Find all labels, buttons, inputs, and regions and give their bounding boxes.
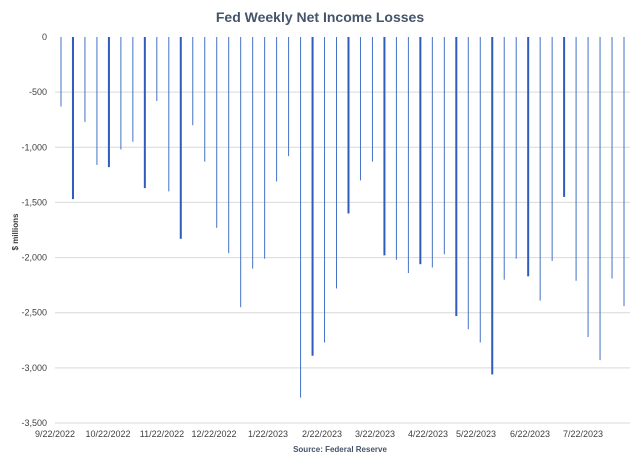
bar [467,37,469,330]
bar [252,37,254,269]
bar [120,37,122,150]
bar [383,37,386,256]
y-tick-label: -3,500 [21,418,47,428]
bar [599,37,601,361]
y-tick-label: -500 [29,87,47,97]
x-tick-label: 5/22/2023 [456,429,496,439]
x-tick-label: 7/22/2023 [563,429,603,439]
bar [359,37,361,181]
bar [371,37,373,162]
bars [60,37,625,398]
x-tick-label: 4/22/2023 [408,429,448,439]
x-tick-label: 1/22/2023 [248,429,288,439]
bar [300,37,302,398]
x-tick-label: 12/22/2022 [191,429,236,439]
bar [204,37,206,162]
bar [240,37,242,308]
bar [443,37,445,255]
bar [539,37,541,301]
bar [168,37,170,192]
bar [179,37,182,239]
bar [551,37,553,261]
bar [107,37,110,168]
bar [216,37,218,228]
bar [132,37,134,142]
bar [587,37,589,337]
bar [143,37,146,189]
y-axis-ticks: 0 -500 -1,000 -1,500 -2,000 -2,500 -3,000 -3,50… [21,32,47,428]
y-tick-label: -1,000 [21,142,47,152]
bar [96,37,98,165]
bar [515,37,517,259]
x-tick-label: 6/22/2023 [510,429,550,439]
bar [479,37,481,343]
bar [575,37,577,281]
bar [623,37,625,307]
x-tick-label: 2/22/2023 [302,429,342,439]
bar [288,37,290,157]
bar [503,37,505,280]
bar [491,37,494,375]
bar [71,37,74,200]
bar [431,37,433,268]
bar [276,37,278,182]
bar [264,37,266,259]
bar [228,37,230,254]
x-tick-label: 10/22/2022 [85,429,130,439]
bar [611,37,613,279]
bar [84,37,86,122]
y-tick-label: -2,000 [21,253,47,263]
bar [395,37,397,260]
bar [527,37,530,277]
x-tick-label: 9/22/2022 [35,429,75,439]
gridlines [55,91,630,424]
bar [192,37,194,126]
bar [407,37,409,274]
y-tick-label: 0 [42,32,47,42]
y-axis-label: $ millions [11,213,20,250]
bar [347,37,350,214]
x-tick-label: 11/22/2022 [140,429,184,439]
bar [311,37,314,356]
x-axis-ticks: 9/22/2022 10/22/2022 11/22/2022 12/22/2022 1… [35,429,603,439]
bar [60,37,62,107]
bar [156,37,158,101]
bar [419,37,422,265]
bar [324,37,326,343]
source-note: Source: Federal Reserve [293,445,387,454]
bar [336,37,338,289]
x-tick-label: 3/22/2023 [355,429,395,439]
bar [455,37,458,317]
chart-title: Fed Weekly Net Income Losses [216,9,424,25]
bar [563,37,566,197]
y-tick-label: -1,500 [21,197,47,207]
y-tick-label: -2,500 [21,308,47,318]
y-tick-label: -3,000 [21,363,47,373]
